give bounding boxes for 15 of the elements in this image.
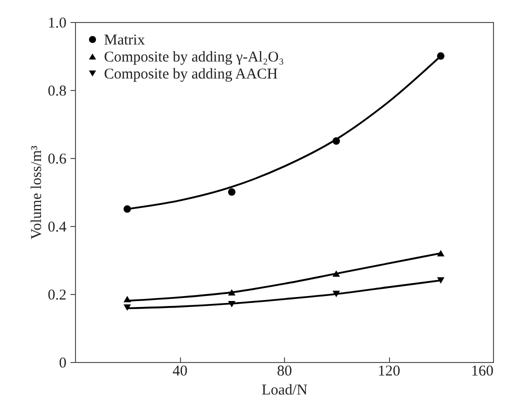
y-tick-label: 0.4 <box>48 220 67 236</box>
legend-label: Matrix <box>104 32 146 48</box>
x-tick-label: 80 <box>277 364 292 380</box>
legend-label: Composite by adding γ-Al₂O₃ <box>104 50 284 66</box>
y-tick-label: 0.6 <box>48 152 67 168</box>
x-axis-title: Load/N <box>262 382 308 398</box>
x-tick-label: 160 <box>471 364 494 380</box>
y-tick-label: 1.0 <box>48 16 66 32</box>
x-tick-label: 40 <box>172 364 188 380</box>
y-tick-label: 0.2 <box>48 288 66 304</box>
y-tick-label: 0.8 <box>48 84 66 100</box>
x-tick-label: 120 <box>378 364 400 380</box>
legend-label: Composite by adding AACH <box>104 66 278 82</box>
y-tick-label: 0 <box>59 356 66 372</box>
y-axis-title: Volume loss/m³ <box>28 145 45 240</box>
